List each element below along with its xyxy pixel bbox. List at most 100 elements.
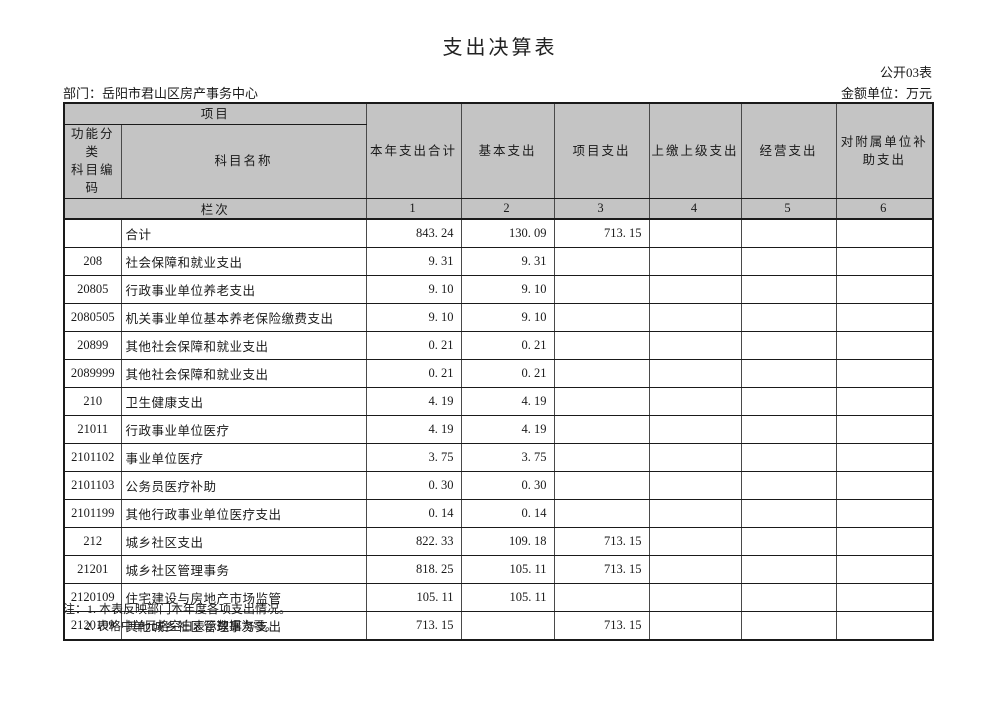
cell-value: 4. 19	[460, 386, 555, 416]
cell-code: 21201	[63, 554, 122, 584]
table-row: 合计 843. 24 130. 09 713. 15	[63, 218, 934, 248]
header-total-expenditure: 本年支出合计	[365, 102, 462, 199]
cell-value	[460, 610, 555, 640]
cell-value: 105. 11	[365, 582, 462, 612]
table-row: 212 城乡社区支出 822. 33 109. 18 713. 15	[63, 526, 934, 556]
table-row: 21201 城乡社区管理事务 818. 25 105. 11 713. 15	[63, 554, 934, 584]
table-row: 20805 行政事业单位养老支出 9. 10 9. 10	[63, 274, 934, 304]
cell-value	[648, 274, 742, 304]
cell-subject-name: 机关事业单位基本养老保险缴费支出	[120, 302, 367, 332]
notes: 注：1. 本表反映部门本年度各项支出情况。 2. 表格中单元格空白表示数据为零。	[63, 601, 291, 635]
meta-line: 部门：岳阳市君山区房产事务中心 金额单位：万元	[63, 83, 932, 102]
cell-value	[740, 246, 837, 276]
lanci-number: 1	[365, 197, 462, 220]
cell-value: 3. 75	[365, 442, 462, 472]
lanci-number: 2	[460, 197, 555, 220]
cell-value	[553, 582, 650, 612]
cell-code: 208	[63, 246, 122, 276]
lanci-number: 5	[740, 197, 837, 220]
cell-value: 4. 19	[460, 414, 555, 444]
table-row: 210 卫生健康支出 4. 19 4. 19	[63, 386, 934, 416]
cell-value: 843. 24	[365, 218, 462, 248]
lanci-number: 4	[648, 197, 742, 220]
cell-value: 109. 18	[460, 526, 555, 556]
cell-value	[835, 246, 934, 276]
cell-subject-name: 社会保障和就业支出	[120, 246, 367, 276]
cell-value	[553, 442, 650, 472]
lanci-number: 3	[553, 197, 650, 220]
cell-value: 9. 10	[460, 274, 555, 304]
table-row: 20899 其他社会保障和就业支出 0. 21 0. 21	[63, 330, 934, 360]
table-row: 2101102 事业单位医疗 3. 75 3. 75	[63, 442, 934, 472]
cell-value: 0. 14	[365, 498, 462, 528]
cell-value: 0. 30	[365, 470, 462, 500]
cell-value	[648, 246, 742, 276]
cell-subject-name: 卫生健康支出	[120, 386, 367, 416]
cell-subject-name: 其他城乡社区管理事务支出	[120, 610, 367, 640]
cell-value	[835, 610, 934, 640]
header-row-sub: 功能分类 科目编码 科目名称	[63, 124, 933, 199]
cell-value	[835, 470, 934, 500]
cell-value	[648, 442, 742, 472]
page-title: 支出决算表	[442, 37, 558, 59]
expenditure-table: 项目 本年支出合计 基本支出 项目支出 上缴上级支出 经营支出 对附属单位补 助…	[63, 102, 935, 641]
cell-value	[740, 218, 837, 248]
lanci-number: 6	[835, 197, 934, 220]
cell-value: 822. 33	[365, 526, 462, 556]
cell-subject-name: 住宅建设与房地产市场监管	[120, 582, 367, 612]
cell-value: 105. 11	[460, 554, 555, 584]
cell-value	[648, 610, 742, 640]
cell-code: 20805	[63, 274, 122, 304]
cell-value: 9. 31	[460, 246, 555, 276]
cell-value: 0. 21	[365, 330, 462, 360]
cell-value: 4. 19	[365, 414, 462, 444]
cell-value: 9. 10	[365, 274, 462, 304]
header-subject-name: 科目名称	[120, 124, 367, 199]
cell-code: 2120199	[63, 610, 122, 640]
cell-value	[740, 498, 837, 528]
cell-value	[553, 414, 650, 444]
cell-value	[553, 246, 650, 276]
cell-value	[648, 582, 742, 612]
cell-value: 9. 31	[365, 246, 462, 276]
cell-value	[835, 554, 934, 584]
table-row: 2101199 其他行政事业单位医疗支出 0. 14 0. 14	[63, 498, 934, 528]
header-subsidy-expenditure: 对附属单位补 助支出	[835, 102, 934, 199]
cell-code: 2101199	[63, 498, 122, 528]
cell-value	[740, 442, 837, 472]
header-code: 功能分类 科目编码	[63, 124, 122, 199]
cell-value: 818. 25	[365, 554, 462, 584]
cell-value	[835, 274, 934, 304]
cell-value	[553, 498, 650, 528]
cell-value	[740, 610, 837, 640]
unit-label: 金额单位：万元	[840, 86, 932, 101]
cell-value	[835, 442, 934, 472]
header-project-expenditure: 项目支出	[553, 102, 650, 199]
header-row-lanci: 栏次 1 2 3 4 5 6	[63, 197, 934, 220]
cell-value	[835, 218, 934, 248]
cell-code: 2101103	[63, 470, 122, 500]
header-upward-payment: 上缴上级支出	[648, 102, 742, 199]
cell-value: 0. 21	[460, 358, 555, 388]
cell-value	[740, 582, 837, 612]
cell-value	[740, 358, 837, 388]
table-row: 208 社会保障和就业支出 9. 31 9. 31	[63, 246, 934, 276]
cell-value	[553, 330, 650, 360]
cell-value	[648, 554, 742, 584]
cell-value	[835, 330, 934, 360]
note-line: 2. 表格中单元格空白表示数据为零。	[85, 619, 278, 633]
cell-value	[835, 358, 934, 388]
cell-value	[553, 358, 650, 388]
table-row: 2120199 其他城乡社区管理事务支出 713. 15 713. 15	[63, 610, 934, 640]
cell-value	[553, 302, 650, 332]
cell-value	[648, 526, 742, 556]
cell-value: 0. 21	[460, 330, 555, 360]
cell-value: 713. 15	[553, 218, 650, 248]
cell-value: 9. 10	[365, 302, 462, 332]
cell-value: 713. 15	[553, 554, 650, 584]
cell-value	[835, 302, 934, 332]
cell-subject-name: 其他社会保障和就业支出	[120, 330, 367, 360]
cell-value: 105. 11	[460, 582, 555, 612]
table-body: 合计 843. 24 130. 09 713. 15 208 社会保障和就业支出 9. 31…	[63, 218, 934, 640]
